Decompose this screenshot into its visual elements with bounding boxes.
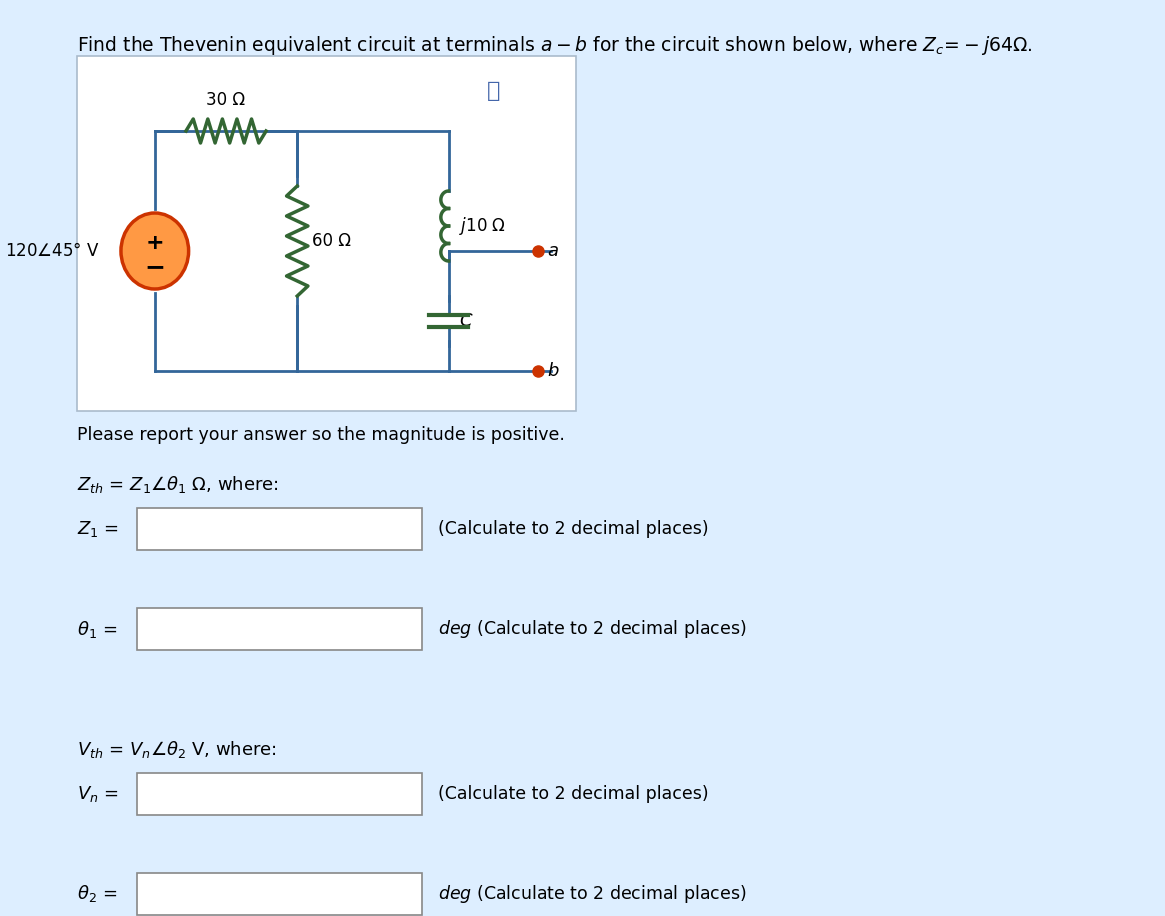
Text: (Calculate to 2 decimal places): (Calculate to 2 decimal places) [438, 520, 708, 538]
Text: $deg$ (Calculate to 2 decimal places): $deg$ (Calculate to 2 decimal places) [438, 618, 747, 640]
Text: $Z_1$ =: $Z_1$ = [77, 519, 119, 539]
Text: 30 Ω: 30 Ω [206, 91, 246, 109]
Bar [137, 508, 422, 550]
Text: Find the Thevenin equivalent circuit at terminals $a - b$ for the circuit shown : Find the Thevenin equivalent circuit at … [77, 34, 1032, 57]
Bar [137, 773, 422, 815]
Text: (Calculate to 2 decimal places): (Calculate to 2 decimal places) [438, 785, 708, 803]
Text: $V_{th}$ = $V_n\angle\theta_2$ V, where:: $V_{th}$ = $V_n\angle\theta_2$ V, where: [77, 739, 277, 760]
Text: $C$: $C$ [459, 312, 474, 330]
Text: Please report your answer so the magnitude is positive.: Please report your answer so the magnitu… [77, 426, 565, 444]
Text: $\theta_2$ =: $\theta_2$ = [77, 884, 118, 904]
Bar [137, 873, 422, 915]
Text: $deg$ (Calculate to 2 decimal places): $deg$ (Calculate to 2 decimal places) [438, 883, 747, 905]
Text: $V_n$ =: $V_n$ = [77, 784, 119, 804]
Text: $Z_{th}$ = $Z_1\angle\theta_1$ $\Omega$, where:: $Z_{th}$ = $Z_1\angle\theta_1$ $\Omega$,… [77, 474, 280, 495]
Text: $j$10 Ω: $j$10 Ω [459, 215, 507, 237]
Text: 120$\angle$45° V: 120$\angle$45° V [5, 242, 99, 260]
Text: 📷: 📷 [487, 81, 500, 101]
Text: 60 Ω: 60 Ω [312, 232, 352, 250]
Text: $b$: $b$ [546, 362, 559, 380]
Text: $\theta_1$ =: $\theta_1$ = [77, 618, 118, 639]
Text: $a$: $a$ [546, 242, 558, 260]
Text: −: − [144, 255, 165, 279]
Text: +: + [146, 233, 164, 253]
Bar [77, 56, 576, 411]
Bar [137, 608, 422, 650]
Circle shape [121, 213, 189, 289]
